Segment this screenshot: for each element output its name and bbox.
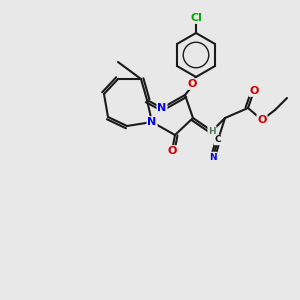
Text: H: H bbox=[208, 127, 216, 136]
Text: O: O bbox=[167, 146, 177, 156]
Text: N: N bbox=[209, 152, 217, 161]
Text: O: O bbox=[249, 86, 259, 96]
Text: N: N bbox=[147, 117, 157, 127]
Text: O: O bbox=[257, 115, 267, 125]
Text: C: C bbox=[215, 136, 221, 145]
Text: N: N bbox=[158, 103, 166, 113]
Text: O: O bbox=[188, 79, 197, 89]
Text: Cl: Cl bbox=[190, 13, 202, 23]
